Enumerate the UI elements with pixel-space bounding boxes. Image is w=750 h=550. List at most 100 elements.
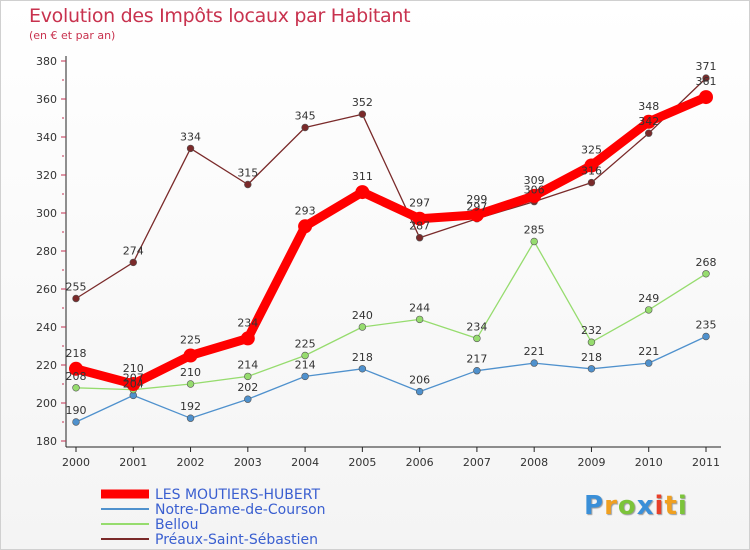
data-label-bellou-2010: 249	[638, 292, 659, 305]
data-label-les-moutiers-hubert-2006: 297	[409, 197, 430, 210]
point-notre-dame-de-courson-2002	[186, 414, 195, 422]
x-tick-label-2006: 2006	[406, 456, 434, 469]
point-preaux-saint-sebastien-2009	[587, 178, 596, 187]
axes: 180 200 220 240 260 280 300 320 340 360 380 2000 200…	[36, 55, 721, 469]
logo-letter: i	[654, 491, 665, 521]
data-label-preaux-saint-sebastien-2007: 297	[466, 201, 487, 214]
data-label-bellou-2004: 225	[295, 338, 316, 351]
y-tick-label-180: 180	[36, 435, 57, 448]
point-preaux-saint-sebastien-2004	[301, 123, 309, 132]
data-labels: 190 204 192 202 214 218 206 217 221 218 221 235 208 2…	[66, 60, 717, 417]
x-tick-label-2009: 2009	[577, 456, 605, 469]
point-les-moutiers-hubert-2005	[355, 185, 370, 200]
point-les-moutiers-hubert-2009	[584, 158, 599, 173]
y-tick-label-360: 360	[36, 93, 57, 106]
y-tick-label-320: 320	[36, 169, 57, 182]
data-label-notre-dame-de-courson-2010: 221	[638, 345, 659, 358]
data-label-notre-dame-de-courson-2001: 204	[123, 377, 144, 390]
data-label-preaux-saint-sebastien-2002: 334	[180, 130, 201, 143]
point-bellou-2000	[72, 384, 80, 392]
data-label-les-moutiers-hubert-2003: 234	[237, 316, 258, 329]
data-label-notre-dame-de-courson-2007: 217	[466, 353, 487, 366]
point-les-moutiers-hubert-2003	[240, 331, 255, 346]
point-preaux-saint-sebastien-2005	[358, 110, 367, 118]
x-tick-label-2001: 2001	[119, 456, 147, 469]
point-les-moutiers-hubert-2000	[69, 361, 83, 376]
point-notre-dame-de-courson-2005	[358, 365, 367, 373]
series-line-notre-dame-de-courson	[75, 335, 707, 423]
point-bellou-2003	[244, 372, 252, 381]
y-tick-label-240: 240	[36, 321, 57, 334]
x-tick-label-2007: 2007	[463, 456, 491, 469]
series-line-bellou	[75, 240, 707, 391]
y-tick-label-260: 260	[36, 283, 57, 296]
data-label-preaux-saint-sebastien-2010: 342	[638, 115, 659, 128]
x-tick-label-2011: 2011	[692, 456, 720, 469]
data-label-bellou-2002: 210	[180, 366, 201, 379]
logo-letter: i	[677, 491, 688, 521]
data-label-les-moutiers-hubert-2005: 311	[352, 170, 373, 183]
point-les-moutiers-hubert-2004	[298, 219, 313, 234]
data-label-notre-dame-de-courson-2008: 221	[524, 345, 545, 358]
y-tick-label-280: 280	[36, 245, 57, 258]
data-label-les-moutiers-hubert-2000: 218	[66, 347, 87, 360]
data-label-preaux-saint-sebastien-2003: 315	[237, 167, 258, 180]
data-label-les-moutiers-hubert-2008: 309	[524, 174, 545, 187]
point-bellou-2008	[530, 237, 538, 246]
point-preaux-saint-sebastien-2002	[186, 144, 195, 153]
point-notre-dame-de-courson-2010	[645, 359, 653, 367]
y-tick-label-340: 340	[36, 131, 57, 144]
point-notre-dame-de-courson-2007	[473, 367, 481, 375]
series-line-les-moutiers-hubert	[71, 92, 711, 389]
data-label-bellou-2005: 240	[352, 309, 373, 322]
point-notre-dame-de-courson-2006	[415, 387, 424, 396]
data-label-preaux-saint-sebastien-2000: 255	[66, 281, 87, 294]
point-notre-dame-de-courson-2003	[244, 395, 252, 403]
logo-letter: o	[617, 491, 637, 521]
data-label-bellou-2001: 207	[123, 372, 144, 385]
data-label-notre-dame-de-courson-2003: 202	[237, 381, 258, 394]
point-preaux-saint-sebastien-2000	[72, 294, 80, 303]
data-label-les-moutiers-hubert-2007: 299	[466, 193, 487, 206]
point-bellou-2011	[702, 270, 710, 278]
x-tick-label-2010: 2010	[635, 456, 663, 469]
data-label-notre-dame-de-courson-2004: 214	[295, 358, 316, 371]
point-les-moutiers-hubert-2002	[183, 348, 198, 363]
point-preaux-saint-sebastien-2003	[244, 180, 252, 189]
point-les-moutiers-hubert-2010	[641, 114, 656, 129]
data-label-les-moutiers-hubert-2001: 210	[123, 362, 144, 375]
data-label-bellou-2000: 208	[66, 370, 87, 383]
point-bellou-2009	[587, 338, 596, 346]
data-label-preaux-saint-sebastien-2011: 371	[696, 60, 717, 73]
data-label-bellou-2009: 232	[581, 324, 602, 337]
point-les-moutiers-hubert-2011	[699, 90, 713, 105]
data-label-bellou-2003: 214	[237, 358, 258, 371]
proxiti-logo: Proxiti	[584, 491, 688, 521]
data-label-preaux-saint-sebastien-2006: 287	[409, 220, 430, 233]
point-preaux-saint-sebastien-2010	[645, 129, 653, 137]
point-notre-dame-de-courson-2008	[530, 359, 538, 367]
y-tick-label-300: 300	[36, 207, 57, 220]
data-label-notre-dame-de-courson-2006: 206	[409, 374, 430, 387]
y-tick-label-200: 200	[36, 397, 57, 410]
data-label-les-moutiers-hubert-2004: 293	[295, 204, 316, 217]
x-tick-label-2003: 2003	[234, 456, 262, 469]
legend-label-preaux-saint-sebastien: Préaux-Saint-Sébastien	[155, 532, 318, 548]
chart-title: Evolution des Impôts locaux par Habitant	[29, 5, 411, 27]
point-bellou-2005	[358, 323, 367, 331]
point-preaux-saint-sebastien-2001	[129, 258, 137, 267]
data-label-preaux-saint-sebastien-2004: 345	[295, 110, 316, 123]
series-lines	[71, 77, 711, 423]
data-label-preaux-saint-sebastien-2005: 352	[352, 96, 373, 109]
point-preaux-saint-sebastien-2006	[415, 234, 424, 242]
point-bellou-2007	[473, 334, 481, 343]
x-tick-label-2008: 2008	[520, 456, 548, 469]
y-tick-label-380: 380	[36, 55, 57, 68]
point-les-moutiers-hubert-2006	[412, 211, 427, 226]
point-les-moutiers-hubert-2007	[469, 207, 484, 222]
data-label-bellou-2007: 234	[466, 320, 487, 333]
data-label-bellou-2006: 244	[409, 301, 430, 314]
point-bellou-2006	[415, 315, 424, 324]
